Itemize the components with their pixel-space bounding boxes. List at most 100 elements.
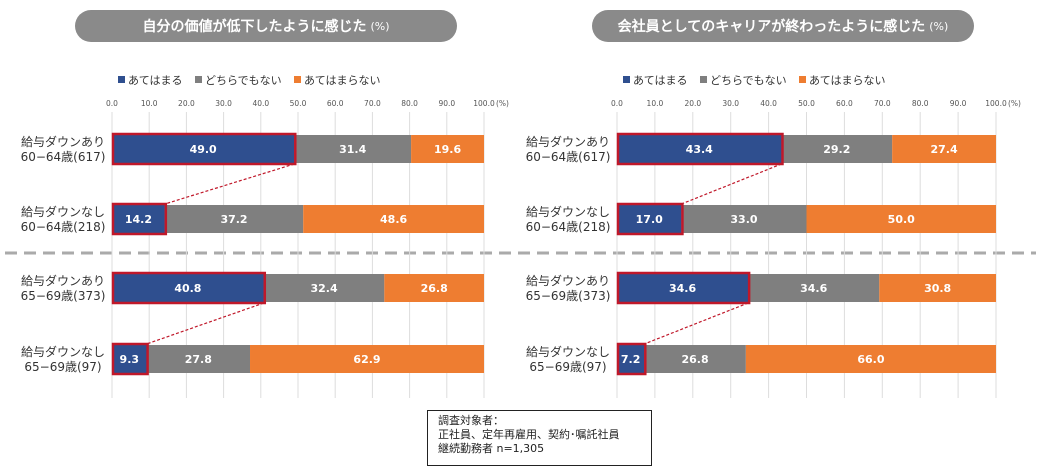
bar-segment	[745, 345, 996, 373]
bar-segment	[112, 274, 264, 302]
bar-segment	[681, 205, 807, 233]
data-label: 40.8	[174, 282, 201, 295]
bar-segment	[294, 135, 412, 163]
left-chart-title: 自分の価値が低下したように感じた (%)	[75, 10, 457, 42]
bar-segment	[411, 135, 484, 163]
data-label: 30.8	[924, 282, 951, 295]
data-label: 48.6	[380, 213, 407, 226]
x-tick-label: 40.0	[760, 99, 777, 108]
bar-segment	[112, 205, 165, 233]
bar-segment	[879, 274, 996, 302]
x-tick-label: 40.0	[252, 99, 269, 108]
category-label-line2: 65−69歳(97)	[529, 360, 606, 374]
legend-swatch	[118, 76, 125, 83]
highlight-box	[616, 342, 647, 376]
bar-segment	[617, 345, 645, 373]
category-label-line1: 給与ダウンあり	[21, 134, 105, 149]
x-tick-label: 90.0	[438, 99, 455, 108]
legend-label: あてはまる	[633, 74, 688, 87]
x-tick-label: 0.0	[106, 99, 118, 108]
data-label: 50.0	[888, 213, 915, 226]
bar-segment	[617, 274, 749, 302]
x-tick-label: 70.0	[874, 99, 891, 108]
data-label: 62.9	[353, 353, 380, 366]
survey-note-line1: 調査対象者：	[438, 414, 504, 427]
x-tick-label: 80.0	[912, 99, 929, 108]
category-label-line1: 給与ダウンなし	[21, 344, 105, 359]
bar-segment	[748, 274, 880, 302]
x-tick-label: 60.0	[836, 99, 853, 108]
legend-label: あてはまらない	[304, 74, 381, 87]
x-tick-label: 100.0	[985, 99, 1007, 108]
right-chart-title: 会社員としてのキャリアが終わったように感じた (%)	[592, 10, 974, 42]
bar-segment	[112, 135, 295, 163]
legend-swatch	[294, 76, 301, 83]
survey-note: 調査対象者： 正社員、定年再雇用、契約･嘱託社員 継続勤務者 n=1,305	[427, 410, 652, 466]
x-unit-label: (%)	[496, 99, 509, 108]
bar-segment	[617, 135, 782, 163]
highlight-box	[111, 271, 267, 305]
category-label-line2: 60−64歳(218)	[21, 220, 106, 234]
data-label: 7.2	[621, 353, 641, 366]
bar-segment	[263, 274, 385, 302]
survey-note-line3: 継続勤務者 n=1,305	[438, 442, 545, 455]
category-label-line1: 給与ダウンあり	[21, 273, 105, 288]
data-label: 26.8	[421, 282, 448, 295]
x-unit-label: (%)	[1008, 99, 1021, 108]
data-label: 31.4	[339, 143, 366, 156]
data-label: 29.2	[823, 143, 850, 156]
bar-segment	[112, 345, 147, 373]
data-label: 43.4	[686, 143, 713, 156]
left-chart-title-text: 自分の価値が低下したように感じた	[142, 19, 367, 35]
left-chart-title-unit: (%)	[370, 19, 390, 33]
bar-segment	[250, 345, 484, 373]
x-tick-label: 50.0	[290, 99, 307, 108]
bar-segment	[806, 205, 996, 233]
category-label-line2: 60−64歳(617)	[21, 150, 106, 164]
legend-label: どちらでもない	[205, 74, 282, 87]
bar-segment	[644, 345, 746, 373]
bar-segment	[384, 274, 484, 302]
category-label-line1: 給与ダウンなし	[526, 344, 610, 359]
data-label: 34.6	[800, 282, 827, 295]
highlight-box	[616, 271, 751, 305]
data-label: 17.0	[636, 213, 663, 226]
x-tick-label: 100.0	[473, 99, 495, 108]
comparison-connector	[681, 163, 782, 205]
x-tick-label: 90.0	[950, 99, 967, 108]
x-tick-label: 20.0	[684, 99, 701, 108]
highlight-box	[111, 202, 168, 236]
bar-segment	[146, 345, 251, 373]
comparison-connector	[644, 302, 749, 345]
highlight-box	[616, 132, 784, 166]
comparison-connector	[164, 163, 295, 205]
legend-swatch	[700, 76, 707, 83]
category-label-line2: 60−64歳(218)	[526, 220, 611, 234]
x-tick-label: 80.0	[401, 99, 418, 108]
legend-swatch	[623, 76, 630, 83]
bar-segment	[892, 135, 996, 163]
category-label-line2: 60−64歳(617)	[526, 150, 611, 164]
legend-label: あてはまる	[128, 74, 183, 87]
x-tick-label: 50.0	[798, 99, 815, 108]
data-label: 34.6	[669, 282, 696, 295]
x-tick-label: 20.0	[178, 99, 195, 108]
x-tick-label: 0.0	[611, 99, 623, 108]
survey-note-line2: 正社員、定年再雇用、契約･嘱託社員	[438, 428, 620, 441]
bar-segment	[164, 205, 304, 233]
data-label: 14.2	[125, 213, 152, 226]
x-tick-label: 10.0	[141, 99, 158, 108]
legend-swatch	[799, 76, 806, 83]
category-label-line1: 給与ダウンなし	[21, 204, 105, 219]
bar-segment	[617, 205, 682, 233]
bar-segment	[303, 205, 484, 233]
highlight-box	[616, 202, 684, 236]
category-label-line2: 65−69歳(373)	[526, 289, 611, 303]
highlight-box	[111, 342, 149, 376]
data-label: 66.0	[857, 353, 884, 366]
legend-label: どちらでもない	[710, 74, 787, 87]
data-label: 32.4	[310, 282, 337, 295]
highlight-box	[111, 132, 297, 166]
x-tick-label: 70.0	[364, 99, 381, 108]
category-label-line1: 給与ダウンなし	[526, 204, 610, 219]
